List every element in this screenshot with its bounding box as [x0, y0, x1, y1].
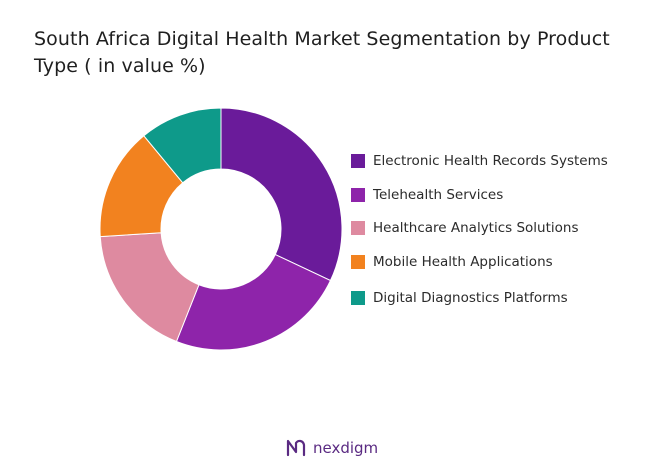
- nexdigm-logo-icon: [286, 439, 306, 457]
- legend-label: Mobile Health Applications: [373, 254, 553, 270]
- legend-item-telehealth: Telehealth Services: [351, 186, 503, 204]
- legend-item-analytics: Healthcare Analytics Solutions: [351, 219, 579, 237]
- legend-label: Digital Diagnostics Platforms: [373, 290, 568, 306]
- legend-label: Electronic Health Records Systems: [373, 153, 608, 169]
- legend-item-diagnostics: Digital Diagnostics Platforms: [351, 289, 568, 307]
- donut-slice-1: [175, 253, 332, 351]
- legend-swatch: [351, 154, 365, 168]
- legend-item-mobile-health: Mobile Health Applications: [351, 253, 553, 271]
- legend-label: Healthcare Analytics Solutions: [373, 220, 579, 236]
- brand-name: nexdigm: [313, 439, 379, 457]
- legend-swatch: [351, 188, 365, 202]
- legend-item-ehr: Electronic Health Records Systems: [351, 152, 608, 170]
- donut-slice-0: [220, 107, 343, 282]
- legend-swatch: [351, 221, 365, 235]
- legend-label: Telehealth Services: [373, 187, 504, 203]
- legend-swatch: [351, 255, 365, 269]
- donut-slice-4: [143, 107, 222, 184]
- brand-logo: nexdigm: [285, 436, 378, 460]
- legend-swatch: [351, 291, 365, 305]
- chart-title: South Africa Digital Health Market Segme…: [34, 28, 610, 77]
